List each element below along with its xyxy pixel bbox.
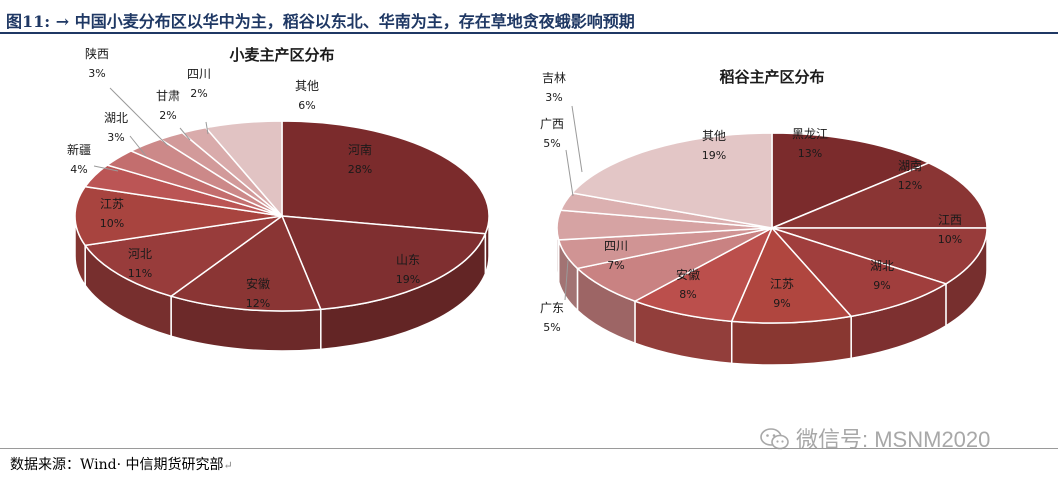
- slice-label-name: 黑龙江: [792, 127, 828, 141]
- pie-slice-3: [83, 215, 283, 298]
- pie-top: [74, 120, 490, 312]
- slice-label-name: 湖北: [104, 110, 128, 125]
- slice-label-name: 湖南: [898, 158, 922, 173]
- slice-label-value: 5%: [543, 321, 560, 334]
- leader-line: [571, 105, 583, 173]
- slice-label-value: 7%: [607, 259, 624, 272]
- chart-title: 小麦主产区分布: [229, 46, 334, 64]
- slice-label-name: 湖北: [870, 258, 894, 273]
- slice-label-name: 河北: [128, 247, 152, 261]
- leader-line: [564, 259, 569, 301]
- chart-title: 稻谷主产区分布: [719, 68, 824, 86]
- slice-label-name: 安徽: [246, 276, 270, 291]
- slice-label-value: 12%: [898, 179, 922, 192]
- slice-label-value: 3%: [88, 67, 105, 80]
- pie-slice-10: [570, 132, 773, 229]
- wechat-icon: [760, 428, 789, 450]
- slice-label-value: 2%: [159, 109, 176, 122]
- pie-top: [556, 132, 988, 324]
- slice-label-name: 江苏: [100, 197, 124, 211]
- slice-label-name: 河南: [348, 142, 372, 157]
- pie-slice-2: [169, 214, 322, 312]
- source-note: 数据来源：Wind· 中信期货研究部↵: [10, 454, 233, 474]
- slice-label-name: 山东: [396, 253, 420, 267]
- pie-slice-4: [74, 185, 283, 247]
- slice-label-value: 3%: [107, 131, 124, 144]
- footer-divider: [0, 448, 1058, 449]
- source-text: 数据来源：Wind· 中信期货研究部: [10, 457, 224, 473]
- slice-label-name: 新疆: [67, 142, 91, 157]
- slice-label-value: 19%: [702, 149, 726, 162]
- pie-slice-3: [769, 226, 948, 318]
- slice-label-value: 5%: [543, 137, 560, 150]
- slice-label-value: 3%: [545, 91, 562, 104]
- slice-label-value: 10%: [938, 233, 962, 246]
- watermark: 微信号: MSNM2020: [760, 422, 990, 454]
- leader-line: [129, 135, 147, 157]
- slice-label-value: 28%: [348, 163, 372, 176]
- figure-header: 图11: → 中国小麦分布区以华中为主，稻谷以东北、华南为主，存在草地贪夜蛾影响…: [0, 0, 1058, 34]
- leader-line: [109, 87, 169, 147]
- slice-label-name: 四川: [604, 239, 628, 253]
- watermark-text: 微信号: MSNM2020: [796, 427, 991, 452]
- slice-label-name: 广东: [540, 301, 564, 315]
- slice-label-value: 12%: [246, 297, 270, 310]
- slice-label-name: 其他: [295, 79, 319, 93]
- slice-label-name: 陕西: [85, 46, 109, 61]
- leader-line: [205, 121, 209, 135]
- slice-label-name: 吉林: [542, 71, 566, 85]
- slice-label-name: 安徽: [676, 267, 700, 282]
- slice-labels: 黑龙江 13% 湖南 12% 江西 10% 湖北 9% 江苏 9% 安徽 8% 四川 7% 广东 5% 广西 5%…: [540, 71, 962, 334]
- slice-label-value: 2%: [190, 87, 207, 100]
- pie-slice-1: [771, 162, 988, 229]
- pie-side-walls: [556, 227, 988, 366]
- figure-caption: 图11: → 中国小麦分布区以华中为主，稻谷以东北、华南为主，存在草地贪夜蛾影响…: [6, 12, 635, 31]
- slice-label-value: 9%: [773, 297, 790, 310]
- pie-slice-1: [280, 215, 487, 311]
- slice-label-value: 6%: [298, 99, 315, 112]
- leader-line: [93, 165, 119, 172]
- pie-slice-10: [204, 120, 283, 219]
- pie-wall-slice-4: [730, 315, 852, 366]
- slice-label-value: 8%: [679, 288, 696, 301]
- slice-label-name: 其他: [702, 129, 726, 143]
- slice-label-name: 江西: [938, 213, 962, 227]
- pie-slice-0: [281, 120, 490, 235]
- slice-label-value: 19%: [396, 273, 420, 286]
- leader-line: [565, 149, 574, 197]
- slice-label-name: 广西: [540, 117, 564, 131]
- header-divider: [0, 32, 1058, 34]
- slice-labels: 河南 28% 山东 19% 安徽 12% 河北 11% 江苏 10% 新疆 4% 湖北 3% 陕西 3% 甘肃 2…: [67, 46, 420, 310]
- slice-label-name: 四川: [187, 67, 211, 81]
- leader-line: [179, 127, 191, 141]
- pie-slice-4: [730, 226, 853, 324]
- slice-label-name: 甘肃: [156, 89, 180, 103]
- pie-slice-2: [771, 227, 988, 285]
- slice-label-value: 9%: [873, 279, 890, 292]
- slice-label-value: 10%: [100, 217, 124, 230]
- slice-label-value: 13%: [798, 147, 822, 160]
- slice-label-name: 江苏: [770, 277, 794, 291]
- pie-slice-5: [633, 226, 774, 323]
- pilcrow-mark: ↵: [223, 459, 233, 472]
- slice-label-value: 11%: [128, 267, 152, 280]
- slice-label-value: 4%: [70, 163, 87, 176]
- pie-slice-0: [771, 132, 931, 230]
- chart-panel: 小麦主产区分布河南 28% 山东 19% 安徽 12% 河北 11% 江苏 10% 新疆 4% 湖北 3%…: [0, 36, 1058, 446]
